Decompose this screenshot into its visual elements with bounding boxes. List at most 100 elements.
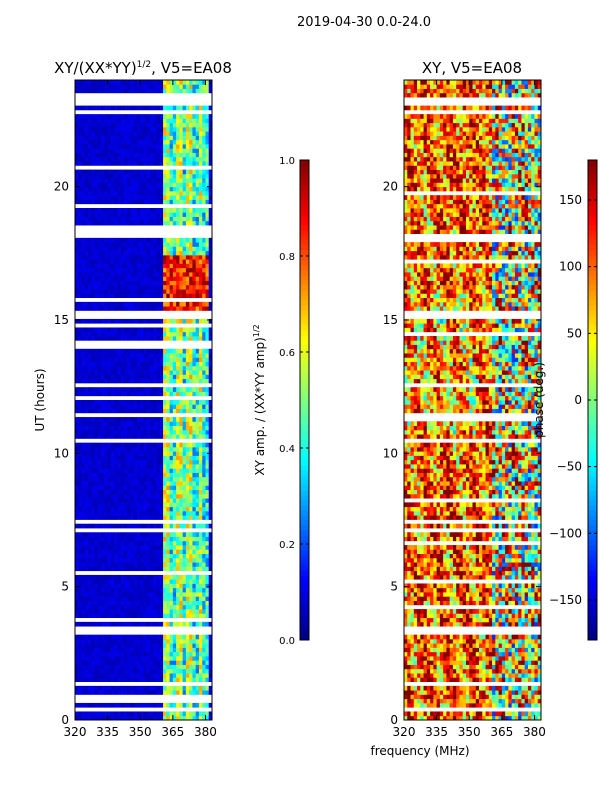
heat-cell: [156, 378, 161, 384]
heat-cell: [133, 122, 138, 128]
heat-cell: [91, 182, 95, 188]
heat-cell: [78, 664, 82, 670]
heat-cell: [88, 208, 92, 213]
heat-cell: [114, 370, 118, 375]
heat-cell: [208, 638, 213, 644]
heat-cell: [195, 464, 200, 469]
heat-cell: [120, 280, 125, 286]
heat-cell: [192, 557, 197, 563]
heat-cell: [78, 289, 82, 294]
heat-cell: [208, 378, 213, 384]
heat-cell: [185, 425, 190, 431]
heat-cell: [163, 711, 167, 717]
heat-cell: [185, 613, 190, 618]
heat-cell: [127, 301, 131, 307]
heat-cell: [150, 208, 154, 213]
heat-cell: [202, 685, 206, 691]
heat-cell: [189, 408, 193, 414]
heat-cell: [110, 523, 115, 529]
heat-cell: [91, 715, 95, 721]
heat-cell: [163, 613, 167, 618]
heat-cell: [133, 139, 138, 145]
heat-cell: [140, 417, 144, 422]
heat-cell: [150, 540, 154, 546]
heat-cell: [107, 105, 112, 111]
heat-cell: [169, 442, 174, 448]
heat-cell: [140, 715, 144, 721]
heat-cell: [202, 651, 206, 657]
heat-cell: [88, 114, 92, 119]
heat-cell: [163, 609, 167, 614]
heat-cell: [179, 621, 184, 627]
heat-cell: [117, 540, 122, 546]
heat-cell: [127, 685, 131, 691]
heat-cell: [140, 638, 144, 644]
heat-cell: [205, 690, 210, 695]
heat-cell: [120, 668, 125, 674]
heat-cell: [156, 404, 161, 409]
heat-cell: [94, 357, 99, 362]
heat-cell: [91, 664, 95, 670]
heat-cell: [150, 621, 154, 627]
heat-cell: [107, 152, 112, 158]
heat-cell: [182, 327, 187, 333]
heat-cell: [166, 600, 170, 606]
heat-cell: [97, 378, 102, 384]
heat-cell: [123, 502, 128, 508]
heat-cell: [133, 459, 138, 465]
heat-cell: [153, 540, 157, 546]
heat-cell: [146, 404, 151, 409]
heat-cell: [140, 131, 144, 136]
heat-cell: [127, 404, 131, 409]
heat-cell: [117, 583, 122, 589]
heat-cell: [146, 523, 151, 529]
heat-cell: [189, 242, 193, 247]
heat-cell: [192, 523, 197, 529]
heat-cell: [146, 254, 151, 260]
heat-cell: [78, 562, 82, 567]
heat-cell: [97, 173, 102, 179]
heat-cell: [78, 656, 82, 661]
heat-cell: [107, 156, 112, 162]
heat-cell: [156, 250, 161, 256]
heat-cell: [156, 118, 161, 124]
heat-cell: [153, 481, 157, 486]
heat-cell: [153, 254, 157, 260]
heat-cell: [198, 536, 203, 542]
heat-cell: [166, 489, 170, 495]
heat-cell: [133, 502, 138, 508]
heat-cell: [117, 186, 122, 192]
heat-cell: [198, 429, 203, 435]
heat-cell: [110, 263, 115, 269]
heat-cell: [94, 400, 99, 405]
heat-cell: [133, 126, 138, 132]
heat-cell: [140, 690, 144, 695]
heat-cell: [185, 178, 190, 183]
heat-cell: [94, 135, 99, 141]
heat-cell: [120, 169, 125, 175]
heat-cell: [78, 510, 82, 516]
heat-cell: [176, 600, 180, 606]
heat-cell: [88, 451, 92, 456]
heat-cell: [114, 609, 118, 614]
heat-cell: [185, 152, 190, 158]
heat-cell: [130, 169, 135, 175]
heat-cell: [172, 604, 177, 610]
heat-cell: [179, 387, 184, 392]
heat-cell: [150, 429, 154, 435]
heat-cell: [75, 178, 79, 183]
heat-cell: [172, 715, 177, 721]
heat-cell: [189, 638, 193, 644]
heat-cell: [88, 276, 92, 281]
heat-cell: [114, 353, 118, 358]
heat-cell: [110, 250, 115, 256]
heat-cell: [192, 118, 197, 124]
heat-cell: [97, 643, 102, 648]
heat-cell: [192, 609, 197, 614]
heat-cell: [143, 118, 148, 124]
heat-cell: [192, 485, 197, 490]
heat-cell: [81, 276, 86, 281]
heat-cell: [198, 348, 203, 354]
heat-cell: [195, 481, 200, 486]
heat-cell: [192, 715, 197, 721]
